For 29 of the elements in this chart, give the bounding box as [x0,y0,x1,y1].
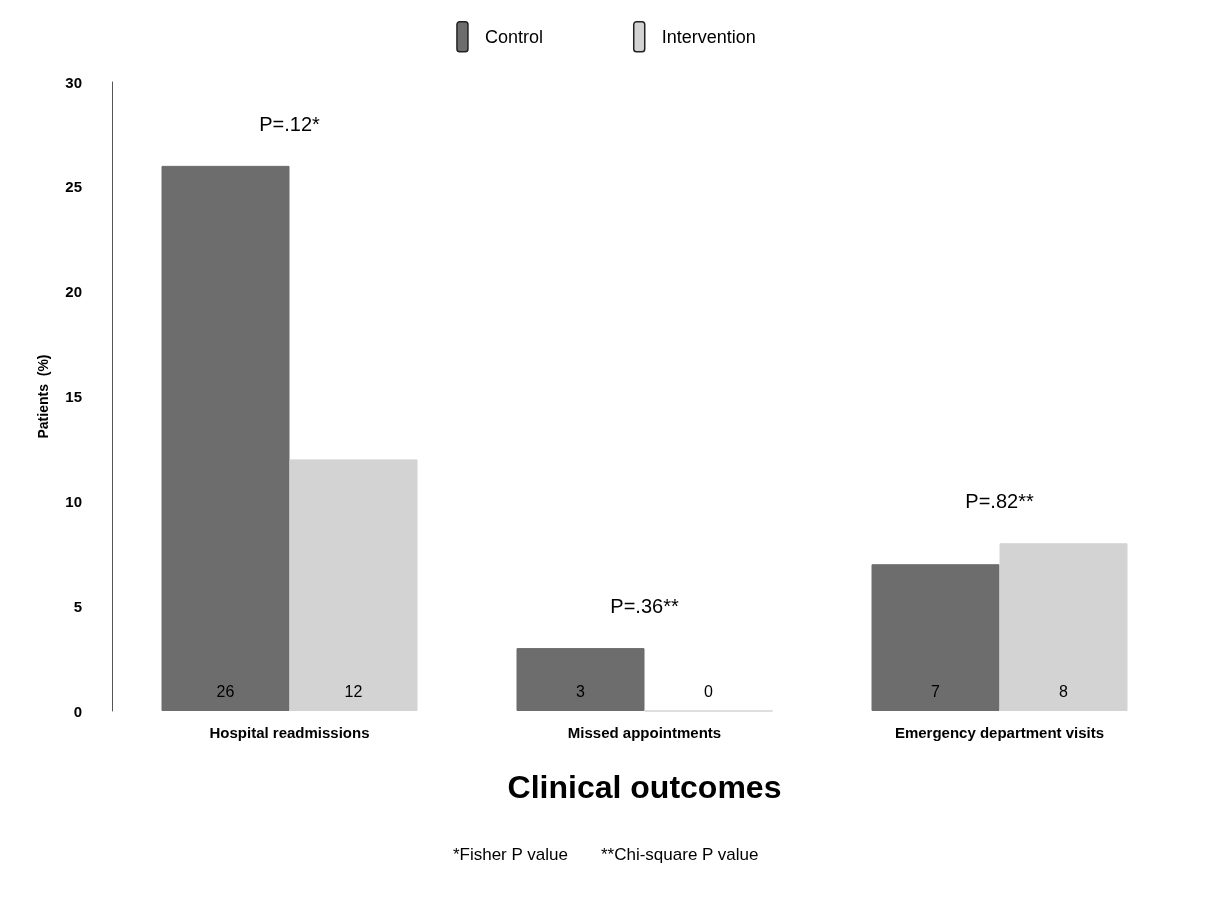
data-label: 26 [216,682,235,700]
bar [289,459,418,711]
y-tick-label: 0 [73,702,82,720]
bar [161,165,290,711]
y-tick-label: 30 [65,73,82,91]
legend-label: Intervention [661,26,756,47]
annotation: P=.82** [965,490,1034,513]
y-tick-label: 10 [65,492,82,510]
x-tick-label: Missed appointments [567,724,722,741]
data-label: 7 [931,682,941,700]
y-tick-label: 5 [73,597,82,615]
bar [999,543,1128,711]
y-tick-label: 15 [65,388,82,405]
y-tick-label: 20 [65,283,82,301]
x-axis-title: Clinical outcomes [507,769,782,805]
x-tick-label: Hospital readmissions [209,724,370,741]
data-label: 3 [576,682,586,700]
legend-label: Control [484,26,543,47]
bar [871,564,1000,711]
data-label: 0 [704,683,714,700]
y-tick-label: 25 [65,178,82,196]
data-label: 12 [344,682,363,700]
text: *Fisher P value **Chi-square P value [452,845,759,864]
annotation: P=.12* [259,112,321,135]
annotation: P=.36** [610,595,679,618]
y-axis-title: Patients (%) [35,354,51,439]
x-tick-label: Emergency department visits [894,724,1105,741]
bar [516,648,645,711]
data-label: 8 [1059,682,1069,700]
